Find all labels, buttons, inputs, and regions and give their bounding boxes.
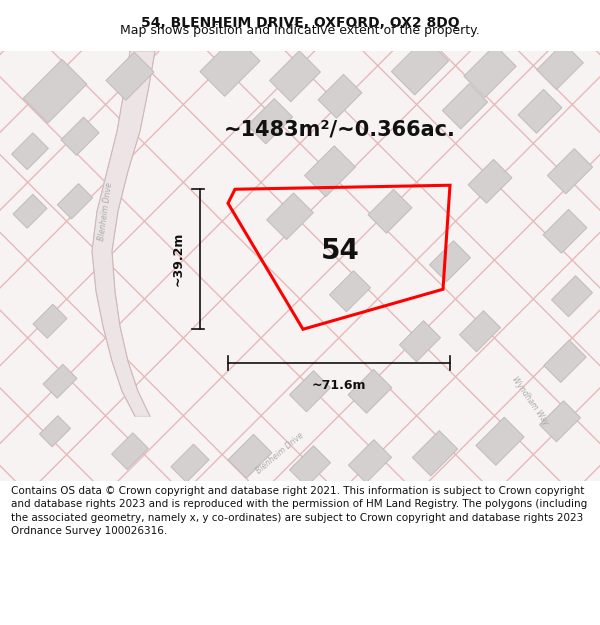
Polygon shape <box>544 340 586 382</box>
Polygon shape <box>400 321 440 362</box>
Polygon shape <box>43 364 77 398</box>
Polygon shape <box>266 193 313 239</box>
Polygon shape <box>539 401 581 442</box>
Text: Wyndham Way: Wyndham Way <box>510 375 550 428</box>
Polygon shape <box>391 38 449 95</box>
Text: Map shows position and indicative extent of the property.: Map shows position and indicative extent… <box>120 24 480 37</box>
Polygon shape <box>200 36 260 96</box>
Polygon shape <box>11 133 49 169</box>
Text: ~39.2m: ~39.2m <box>172 232 185 286</box>
Text: ~1483m²/~0.366ac.: ~1483m²/~0.366ac. <box>224 119 456 139</box>
Polygon shape <box>61 117 99 156</box>
Polygon shape <box>536 43 583 89</box>
Text: Blenheim Drive: Blenheim Drive <box>97 181 115 241</box>
Polygon shape <box>33 304 67 338</box>
Polygon shape <box>551 276 593 317</box>
Polygon shape <box>13 194 47 228</box>
Polygon shape <box>348 369 392 413</box>
Text: 54: 54 <box>320 238 359 265</box>
Polygon shape <box>305 146 355 197</box>
Polygon shape <box>247 99 293 144</box>
Polygon shape <box>289 446 331 487</box>
Polygon shape <box>349 439 392 483</box>
PathPatch shape <box>92 51 155 416</box>
Polygon shape <box>58 184 92 219</box>
Polygon shape <box>329 271 371 312</box>
Polygon shape <box>23 59 87 123</box>
Polygon shape <box>171 444 209 483</box>
Polygon shape <box>112 433 148 469</box>
Text: ~71.6m: ~71.6m <box>312 379 366 392</box>
Polygon shape <box>476 418 524 465</box>
Polygon shape <box>442 84 488 129</box>
Polygon shape <box>412 431 458 476</box>
Polygon shape <box>40 416 71 447</box>
Polygon shape <box>368 189 412 233</box>
Text: Blenheim Drive: Blenheim Drive <box>254 431 305 476</box>
Polygon shape <box>468 159 512 203</box>
Polygon shape <box>460 311 500 352</box>
Text: 54, BLENHEIM DRIVE, OXFORD, OX2 8DQ: 54, BLENHEIM DRIVE, OXFORD, OX2 8DQ <box>140 16 460 31</box>
Polygon shape <box>430 241 470 282</box>
Polygon shape <box>547 149 593 194</box>
Polygon shape <box>269 51 320 102</box>
Polygon shape <box>318 74 362 118</box>
Polygon shape <box>289 371 331 412</box>
Text: Contains OS data © Crown copyright and database right 2021. This information is : Contains OS data © Crown copyright and d… <box>11 486 587 536</box>
Polygon shape <box>464 45 516 98</box>
Polygon shape <box>543 209 587 253</box>
Polygon shape <box>228 434 272 478</box>
Polygon shape <box>518 89 562 133</box>
Polygon shape <box>106 52 154 100</box>
